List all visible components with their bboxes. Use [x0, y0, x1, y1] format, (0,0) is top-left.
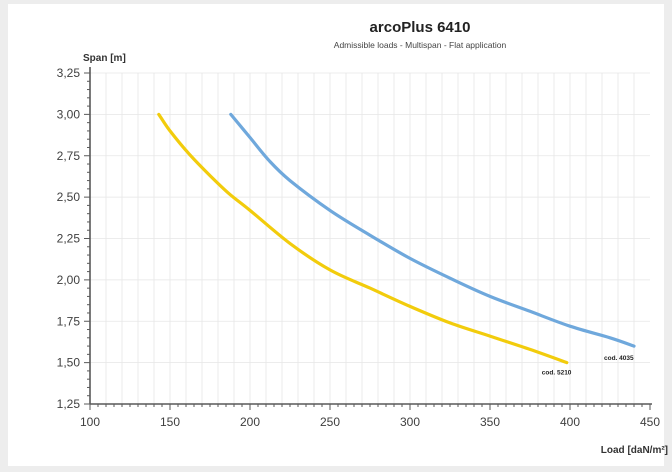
x-tick-label: 200: [240, 415, 260, 429]
series-label-cod-5210: cod. 5210: [542, 370, 572, 377]
chart-subtitle: Admissible loads - Multispan - Flat appl…: [334, 40, 507, 50]
series-line-cod-4035: [229, 112, 636, 348]
y-tick-label: 3,00: [57, 107, 81, 121]
y-tick-label: 1,25: [57, 397, 81, 411]
chart-title: arcoPlus 6410: [370, 19, 471, 36]
chart-panel: [8, 4, 664, 466]
axis-layer: 100 150 200 250 300 350 400 450 1,25 1,50 1,75 2,00…: [57, 66, 661, 429]
x-tick-label: 250: [320, 415, 340, 429]
y-axis-label: Span [m]: [83, 53, 126, 64]
y-tick-label: 2,75: [57, 149, 81, 163]
series-label-cod-4035: cod. 4035: [604, 355, 634, 362]
y-tick-label: 2,50: [57, 190, 81, 204]
x-tick-label: 150: [160, 415, 180, 429]
y-tick-label: 1,50: [57, 356, 81, 370]
y-tick-label: 3,25: [57, 66, 81, 80]
x-tick-label: 100: [80, 415, 100, 429]
y-tick-label: 1,75: [57, 314, 81, 328]
x-axis-label: Load [daN/m²]: [601, 445, 668, 456]
x-tick-label: 350: [480, 415, 500, 429]
series-layer: cod. 4035 cod. 5210: [157, 112, 636, 377]
x-tick-label: 300: [400, 415, 420, 429]
x-tick-label: 450: [640, 415, 660, 429]
y-tick-label: 2,25: [57, 232, 81, 246]
y-tick-label: 2,00: [57, 273, 81, 287]
series-line-cod-5210: [157, 112, 569, 365]
x-tick-label: 400: [560, 415, 580, 429]
grid-layer: [90, 72, 650, 404]
